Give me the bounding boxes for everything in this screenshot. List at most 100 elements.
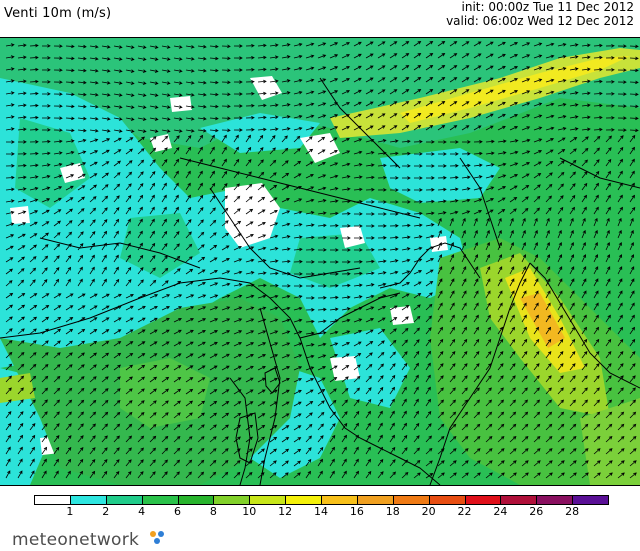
wind-arrow <box>533 102 543 107</box>
wind-arrow <box>581 254 587 263</box>
wind-arrow <box>401 293 410 299</box>
wind-arrow <box>581 399 589 407</box>
wind-arrow <box>389 270 399 275</box>
wind-arrow <box>149 388 157 395</box>
wind-arrow <box>533 184 541 191</box>
wind-arrow <box>305 90 315 95</box>
wind-arrow <box>365 271 375 276</box>
wind-arrow <box>485 423 493 431</box>
wind-arrow <box>353 399 360 407</box>
wind-arrow <box>257 196 266 203</box>
wind-arrow <box>17 222 27 227</box>
wind-arrow <box>161 400 169 407</box>
wind-arrow <box>221 448 229 455</box>
wind-arrow <box>341 307 351 311</box>
wind-arrow <box>341 470 347 479</box>
wind-arrow <box>605 302 611 311</box>
wind-arrow <box>137 93 147 97</box>
wind-arrow <box>101 195 109 203</box>
wind-arrow <box>329 236 339 240</box>
wind-arrow <box>161 388 170 395</box>
wind-arrow <box>569 137 578 143</box>
wind-arrow <box>221 412 230 419</box>
wind-arrow <box>65 278 71 287</box>
wind-arrow <box>293 66 303 71</box>
wind-arrow <box>461 41 470 47</box>
wind-arrow <box>17 115 27 120</box>
wind-arrow <box>449 350 456 359</box>
wind-arrow <box>125 93 135 97</box>
wind-arrow <box>233 68 243 72</box>
wind-arrow <box>473 411 481 419</box>
wind-arrow <box>257 55 267 60</box>
wind-arrow <box>521 399 529 407</box>
wind-arrow <box>17 175 27 180</box>
wind-arrow <box>509 229 514 239</box>
wind-arrow <box>281 318 291 323</box>
wind-arrow <box>17 210 27 215</box>
wind-arrow <box>77 352 85 359</box>
wind-arrow <box>521 138 531 143</box>
wind-arrow <box>29 399 36 407</box>
wind-arrow <box>497 338 504 347</box>
wind-arrow <box>305 260 315 264</box>
wind-arrow <box>173 459 181 467</box>
wind-arrow <box>5 316 13 323</box>
wind-arrow <box>29 127 39 132</box>
wind-arrow <box>125 218 131 227</box>
wind-arrow <box>449 435 457 443</box>
wind-arrow <box>341 77 350 83</box>
wind-arrow <box>5 363 13 371</box>
wind-arrow <box>617 472 625 479</box>
wind-arrow <box>137 435 145 443</box>
wind-arrow <box>17 198 27 203</box>
wind-arrow <box>41 116 51 120</box>
wind-arrow <box>413 211 423 216</box>
wind-arrow <box>185 117 195 121</box>
wind-arrow <box>101 411 109 419</box>
wind-arrow <box>629 241 634 251</box>
scale-tick-label: 18 <box>385 505 400 518</box>
wind-arrow <box>545 138 555 143</box>
wind-arrow <box>413 362 419 371</box>
wind-arrow <box>365 236 375 240</box>
wind-arrow <box>413 459 421 467</box>
wind-arrow <box>281 185 290 191</box>
wind-arrow <box>197 182 203 191</box>
wind-arrow <box>521 387 528 395</box>
wind-arrow <box>209 219 217 227</box>
wind-arrow <box>437 152 447 156</box>
wind-arrow <box>5 257 14 263</box>
wind-arrow <box>257 147 264 155</box>
wind-arrow <box>461 254 467 263</box>
wind-arrow <box>629 399 637 407</box>
wind-arrow <box>209 195 216 203</box>
wind-arrow <box>269 425 278 431</box>
wind-arrow <box>401 374 407 383</box>
wind-arrow <box>173 182 179 191</box>
wind-arrow <box>293 247 303 252</box>
wind-arrow <box>209 128 219 133</box>
wind-arrow <box>569 387 576 395</box>
wind-arrow <box>557 278 563 287</box>
wind-arrow <box>305 272 315 276</box>
wind-arrow <box>137 294 146 299</box>
wind-arrow <box>41 458 47 467</box>
wind-arrow <box>41 163 51 167</box>
wind-arrow <box>125 81 135 85</box>
wind-arrow <box>113 206 120 215</box>
wind-arrow <box>269 401 278 407</box>
wind-arrow <box>173 341 182 347</box>
wind-arrow <box>293 413 302 419</box>
wind-arrow <box>113 376 121 383</box>
wind-arrow <box>521 114 531 119</box>
wind-arrow <box>185 256 193 263</box>
wind-arrow <box>557 387 564 395</box>
wind-arrow <box>377 101 386 107</box>
wind-arrow <box>509 150 519 155</box>
wind-arrow <box>353 41 362 47</box>
wind-arrow <box>233 389 242 395</box>
wind-arrow <box>281 271 291 276</box>
wind-arrow <box>269 436 278 443</box>
wind-arrow <box>257 67 267 72</box>
